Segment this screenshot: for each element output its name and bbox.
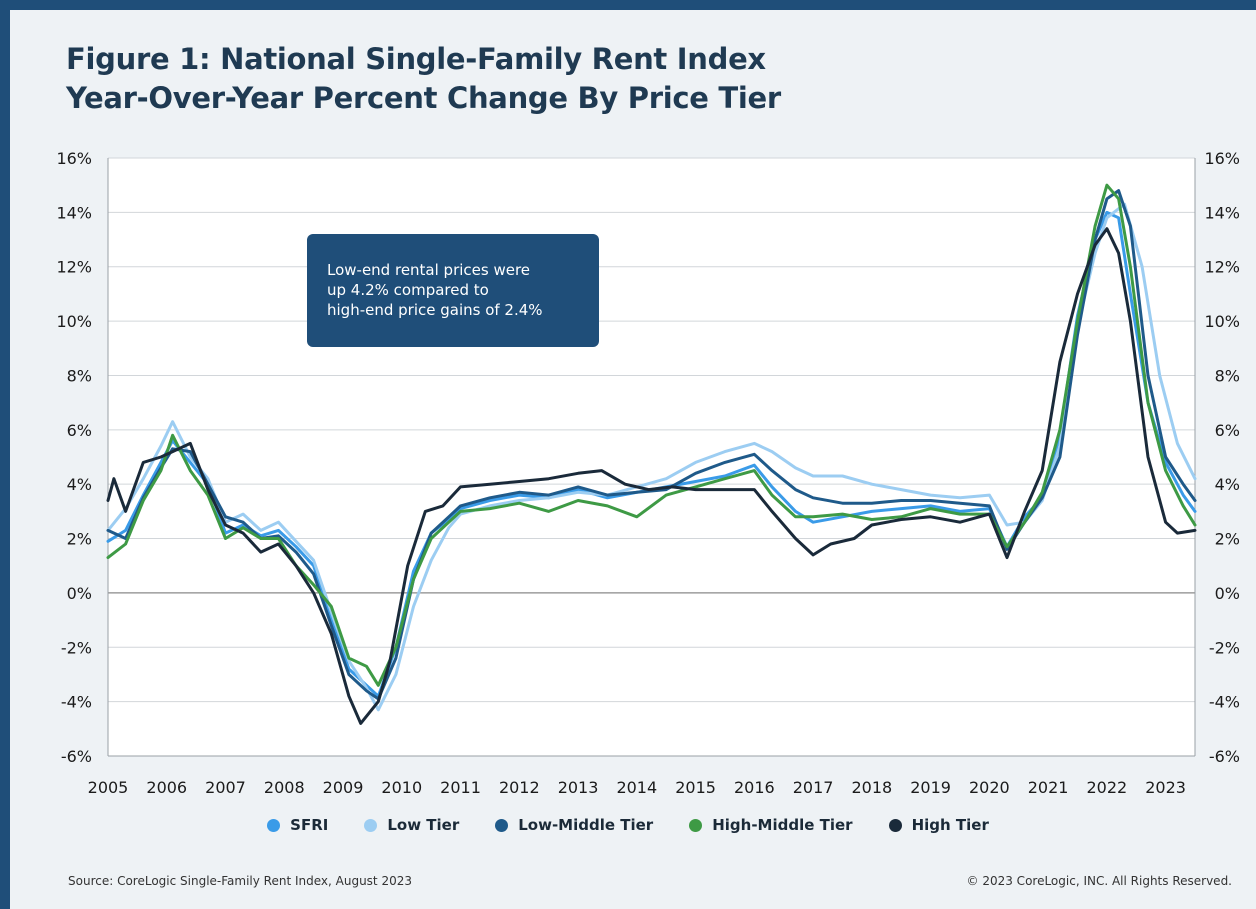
x-tick-label: 2014 bbox=[616, 778, 657, 797]
y-tick-label-left: 4% bbox=[67, 475, 92, 494]
title-line-1: Figure 1: National Single-Family Rent In… bbox=[66, 42, 766, 76]
x-tick-label: 2010 bbox=[381, 778, 422, 797]
plot-area bbox=[108, 158, 1195, 756]
y-tick-label-left: -6% bbox=[61, 747, 92, 766]
y-tick-label-left: 2% bbox=[67, 530, 92, 549]
y-tick-label-right: 0% bbox=[1215, 584, 1240, 603]
x-tick-label: 2016 bbox=[734, 778, 775, 797]
copyright-note: © 2023 CoreLogic, INC. All Rights Reserv… bbox=[966, 874, 1232, 888]
x-tick-label: 2017 bbox=[793, 778, 834, 797]
legend-label-sfri: SFRI bbox=[290, 816, 329, 834]
series-line-high-middle-tier bbox=[106, 183, 1197, 687]
legend-dot-sfri bbox=[267, 818, 281, 832]
x-tick-label: 2021 bbox=[1028, 778, 1069, 797]
chart-legend: SFRI Low Tier Low-Middle Tier High-Middl… bbox=[0, 816, 1256, 834]
x-tick-label: 2020 bbox=[969, 778, 1010, 797]
y-tick-label-right: -2% bbox=[1209, 638, 1240, 657]
legend-label-low-tier: Low Tier bbox=[387, 816, 460, 834]
legend-item-low-middle-tier: Low-Middle Tier bbox=[495, 816, 653, 834]
y-tick-label-left: 6% bbox=[67, 421, 92, 440]
x-tick-label: 2005 bbox=[88, 778, 129, 797]
legend-dot-high-middle-tier bbox=[689, 818, 703, 832]
x-tick-label: 2012 bbox=[499, 778, 540, 797]
x-tick-label: 2009 bbox=[323, 778, 364, 797]
y-tick-label-right: 12% bbox=[1204, 258, 1240, 277]
y-tick-label-left: 12% bbox=[56, 258, 92, 277]
legend-item-sfri: SFRI bbox=[267, 816, 328, 834]
annotation-callout: Low-end rental prices were up 4.2% compa… bbox=[307, 234, 599, 347]
legend-dot-low-tier bbox=[364, 818, 378, 832]
legend-item-high-middle-tier: High-Middle Tier bbox=[689, 816, 853, 834]
y-tick-label-left: 0% bbox=[67, 584, 92, 603]
x-tick-label: 2022 bbox=[1087, 778, 1128, 797]
annotation-line-2: up 4.2% compared to bbox=[327, 281, 489, 299]
legend-dot-high-tier bbox=[888, 818, 902, 832]
y-tick-label-left: 8% bbox=[67, 366, 92, 385]
legend-label-low-middle-tier: Low-Middle Tier bbox=[518, 816, 654, 834]
y-tick-label-right: 10% bbox=[1204, 312, 1240, 331]
x-tick-label: 2008 bbox=[264, 778, 305, 797]
x-tick-label: 2007 bbox=[205, 778, 246, 797]
chart-title: Figure 1: National Single-Family Rent In… bbox=[66, 40, 781, 118]
x-tick-label: 2013 bbox=[558, 778, 599, 797]
annotation-line-1: Low-end rental prices were bbox=[327, 261, 531, 279]
y-tick-label-left: 14% bbox=[56, 203, 92, 222]
x-tick-label: 2019 bbox=[910, 778, 951, 797]
y-tick-label-right: 6% bbox=[1215, 421, 1240, 440]
x-tick-label: 2023 bbox=[1145, 778, 1186, 797]
y-tick-label-left: 10% bbox=[56, 312, 92, 331]
x-tick-label: 2011 bbox=[440, 778, 481, 797]
legend-dot-low-middle-tier bbox=[495, 818, 509, 832]
y-tick-label-right: 14% bbox=[1204, 203, 1240, 222]
series-line-high-tier bbox=[106, 227, 1197, 725]
y-tick-label-right: 16% bbox=[1204, 149, 1240, 168]
y-tick-label-left: 16% bbox=[56, 149, 92, 168]
title-line-2: Year-Over-Year Percent Change By Price T… bbox=[66, 81, 781, 115]
legend-label-high-tier: High Tier bbox=[911, 816, 989, 834]
y-tick-label-left: -2% bbox=[61, 638, 92, 657]
y-tick-label-right: -6% bbox=[1209, 747, 1240, 766]
source-note: Source: CoreLogic Single-Family Rent Ind… bbox=[68, 874, 412, 888]
y-tick-label-right: 4% bbox=[1215, 475, 1240, 494]
x-tick-label: 2006 bbox=[146, 778, 187, 797]
y-tick-label-left: -4% bbox=[61, 693, 92, 712]
legend-item-low-tier: Low Tier bbox=[364, 816, 459, 834]
legend-label-high-middle-tier: High-Middle Tier bbox=[712, 816, 853, 834]
y-tick-label-right: 2% bbox=[1215, 530, 1240, 549]
y-tick-label-right: -4% bbox=[1209, 693, 1240, 712]
legend-item-high-tier: High Tier bbox=[888, 816, 989, 834]
y-tick-label-right: 8% bbox=[1215, 366, 1240, 385]
annotation-line-3: high-end price gains of 2.4% bbox=[327, 301, 543, 319]
x-tick-label: 2018 bbox=[851, 778, 892, 797]
x-tick-label: 2015 bbox=[675, 778, 716, 797]
